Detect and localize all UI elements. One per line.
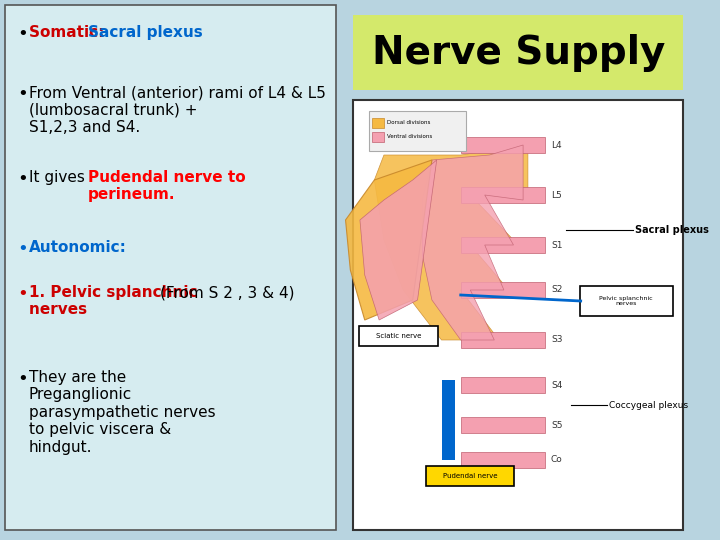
Text: Somatic:: Somatic: xyxy=(29,25,109,40)
Text: S4: S4 xyxy=(551,381,562,389)
FancyBboxPatch shape xyxy=(461,282,545,298)
Text: From Ventral (anterior) rami of L4 & L5
(lumbosacral trunk) +
S1,2,3 and S4.: From Ventral (anterior) rami of L4 & L5 … xyxy=(29,85,325,135)
Text: S2: S2 xyxy=(551,286,562,294)
FancyBboxPatch shape xyxy=(354,15,683,90)
Text: Pudendal nerve to
perineum.: Pudendal nerve to perineum. xyxy=(88,170,246,202)
Text: L4: L4 xyxy=(551,140,562,150)
Text: (From S 2 , 3 & 4): (From S 2 , 3 & 4) xyxy=(160,285,294,300)
Text: •: • xyxy=(17,240,28,258)
FancyBboxPatch shape xyxy=(461,452,545,468)
Text: •: • xyxy=(17,170,28,188)
Bar xyxy=(372,118,384,128)
Polygon shape xyxy=(360,160,437,320)
FancyBboxPatch shape xyxy=(369,111,467,151)
Text: It gives: It gives xyxy=(29,170,89,185)
Text: Sacral plexus: Sacral plexus xyxy=(88,25,202,40)
Bar xyxy=(372,132,384,142)
Text: •: • xyxy=(17,285,28,303)
Polygon shape xyxy=(346,160,432,320)
FancyBboxPatch shape xyxy=(461,137,545,153)
Text: •: • xyxy=(17,85,28,103)
Text: Ventral divisions: Ventral divisions xyxy=(387,134,432,139)
Text: 1. Pelvic splanchnic
nerves: 1. Pelvic splanchnic nerves xyxy=(29,285,197,318)
Text: Pudendal nerve: Pudendal nerve xyxy=(443,473,498,479)
Text: Nerve Supply: Nerve Supply xyxy=(372,33,665,71)
FancyBboxPatch shape xyxy=(461,237,545,253)
Text: Sciatic nerve: Sciatic nerve xyxy=(376,333,421,339)
Text: Co: Co xyxy=(551,456,563,464)
Text: •: • xyxy=(17,25,28,43)
Text: Pelvic splanchnic
nerves: Pelvic splanchnic nerves xyxy=(599,295,652,306)
FancyBboxPatch shape xyxy=(426,466,515,486)
Text: L5: L5 xyxy=(551,191,562,199)
Text: S5: S5 xyxy=(551,421,562,429)
FancyBboxPatch shape xyxy=(461,377,545,393)
Polygon shape xyxy=(374,145,528,340)
FancyBboxPatch shape xyxy=(461,332,545,348)
FancyBboxPatch shape xyxy=(461,417,545,433)
FancyBboxPatch shape xyxy=(354,100,683,530)
FancyBboxPatch shape xyxy=(359,326,438,346)
Text: S1: S1 xyxy=(551,240,562,249)
Text: Sacral plexus: Sacral plexus xyxy=(636,225,709,235)
FancyBboxPatch shape xyxy=(580,286,672,316)
Text: Coccygeal plexus: Coccygeal plexus xyxy=(608,401,688,409)
Text: They are the
Preganglionic
parasympathetic nerves
to pelvic viscera &
hindgut.: They are the Preganglionic parasympathet… xyxy=(29,370,215,455)
Text: Dorsal divisions: Dorsal divisions xyxy=(387,120,430,125)
FancyBboxPatch shape xyxy=(441,380,455,460)
Polygon shape xyxy=(423,145,523,340)
FancyBboxPatch shape xyxy=(461,187,545,203)
Text: Autonomic:: Autonomic: xyxy=(29,240,127,255)
FancyBboxPatch shape xyxy=(5,5,336,530)
Text: •: • xyxy=(17,370,28,388)
Text: S3: S3 xyxy=(551,335,562,345)
